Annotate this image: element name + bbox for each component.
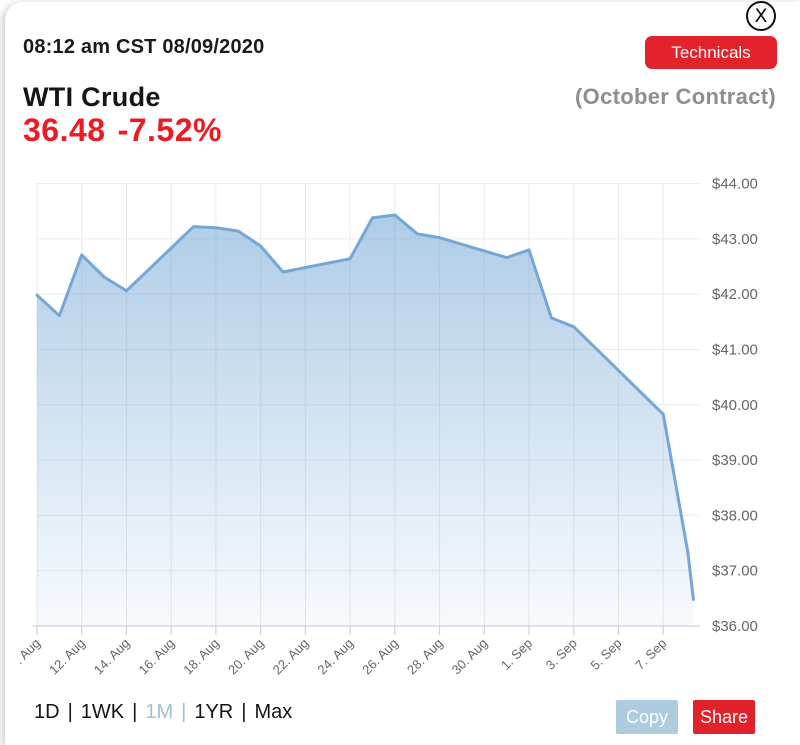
- y-axis-label: $37.00: [712, 563, 758, 580]
- x-axis-label: 22. Aug: [270, 636, 312, 678]
- share-button[interactable]: Share: [693, 700, 755, 734]
- x-axis-label: 26. Aug: [359, 636, 401, 678]
- x-axis-label: 24. Aug: [314, 636, 356, 678]
- x-axis-label: 28. Aug: [404, 636, 446, 678]
- range-separator: |: [67, 701, 73, 723]
- y-axis-label: $36.00: [712, 618, 758, 635]
- price-line: 36.48 -7.52%: [23, 112, 222, 149]
- y-axis-label: $44.00: [712, 176, 758, 193]
- range-1m[interactable]: 1M: [145, 701, 174, 723]
- x-axis-label: 12. Aug: [46, 636, 88, 678]
- range-separator: |: [241, 701, 247, 723]
- x-axis-label: 30. Aug: [449, 636, 491, 678]
- y-axis-label: $42.00: [712, 286, 758, 303]
- range-1wk[interactable]: 1WK: [80, 701, 125, 723]
- x-axis-label: 5. Sep: [587, 636, 624, 673]
- range-max[interactable]: Max: [254, 701, 293, 723]
- close-icon: X: [754, 4, 768, 27]
- x-axis-label: 18. Aug: [180, 636, 222, 678]
- technicals-button[interactable]: Technicals: [645, 36, 777, 69]
- range-separator: |: [181, 701, 187, 723]
- x-axis-label: . Aug: [12, 636, 44, 668]
- contract-label: (October Contract): [575, 84, 776, 109]
- y-axis-label: $41.00: [712, 341, 758, 358]
- timestamp: 08:12 am CST 08/09/2020: [23, 36, 265, 58]
- y-axis-labels: $36.00 $37.00 $38.00 $39.00 $40.00 $41.00 $42.…: [712, 176, 758, 636]
- copy-button[interactable]: Copy: [616, 700, 678, 734]
- x-axis-label: 14. Aug: [91, 636, 133, 678]
- price-change: -7.52%: [117, 112, 222, 148]
- price-line-path: [35, 213, 695, 601]
- instrument-title: WTI Crude: [23, 82, 161, 112]
- x-axis-label: 16. Aug: [136, 636, 178, 678]
- range-1yr[interactable]: 1YR: [194, 701, 234, 723]
- x-axis-label: 7. Sep: [632, 636, 669, 673]
- x-axis-label: 1. Sep: [498, 636, 535, 673]
- price-series: [35, 213, 695, 626]
- x-axis-label: 3. Sep: [543, 636, 580, 673]
- close-button[interactable]: X: [746, 1, 776, 31]
- x-axis-labels: . Aug 12. Aug 14. Aug 16. Aug 18. Aug 20. Aug…: [12, 636, 670, 678]
- price-value: 36.48: [23, 112, 106, 148]
- y-axis-label: $38.00: [712, 507, 758, 524]
- x-axis-label: 20. Aug: [225, 636, 267, 678]
- range-1d[interactable]: 1D: [34, 701, 60, 723]
- y-axis-label: $40.00: [712, 397, 758, 414]
- price-area: [37, 215, 694, 626]
- y-axis-label: $39.00: [712, 452, 758, 469]
- range-selector: 1D | 1WK | 1M | 1YR | Max: [34, 701, 292, 724]
- x-axis: [33, 625, 700, 635]
- y-axis-label: $43.00: [712, 231, 758, 248]
- range-separator: |: [132, 701, 138, 723]
